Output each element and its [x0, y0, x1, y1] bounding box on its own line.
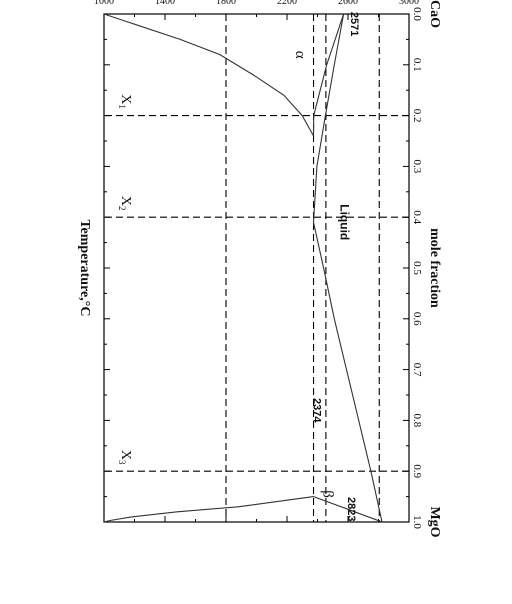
point-label: 2571	[348, 12, 360, 36]
region-label: β	[320, 490, 336, 498]
x-axis-label: mole fraction	[427, 228, 442, 308]
axis-ticks	[103, 13, 410, 523]
phase-curve-solidus-cao	[312, 13, 345, 136]
phase-curve-liquidus-mgo	[312, 222, 383, 523]
x-tick-label: 0.6	[411, 312, 423, 326]
region-label: Liquid	[337, 204, 351, 240]
phase-curve-solvus-beta	[103, 496, 314, 523]
plot-frame	[103, 13, 410, 523]
y-axis-label: Temperature,°C	[77, 220, 92, 317]
y-tick-label: 1800	[216, 0, 236, 7]
y-tick-label: 3000	[399, 0, 419, 7]
tick-labels: 0.0 0.1 0.2 0.3 0.4 0.5 0.6 0.7 0.8 0.9 1.0 1000 140…	[94, 0, 423, 529]
y-tick-label: 2200	[277, 0, 297, 7]
composition-guide-label: X1	[117, 94, 133, 109]
x-tick-label: 0.0	[411, 7, 423, 21]
x-tick-label: 0.9	[411, 464, 423, 478]
point-label: 2823	[345, 497, 357, 521]
rotated-plot: 0.0 0.1 0.2 0.3 0.4 0.5 0.6 0.7 0.8 0.9 1.0 1000 140…	[77, 0, 442, 538]
x-tick-label: 0.5	[411, 261, 423, 275]
region-label: α	[292, 51, 308, 59]
phase-curves	[103, 13, 383, 523]
x-tick-label: 0.1	[411, 58, 423, 72]
y-tick-label: 1000	[94, 0, 114, 7]
x-tick-label: 1.0	[411, 515, 423, 529]
y-tick-label: 1400	[155, 0, 175, 7]
x-axis-left-label: CaO	[427, 0, 442, 28]
guide-lines: T1T2TeT3X1X2X3	[104, 14, 409, 522]
x-axis-right-label: MgO	[427, 506, 442, 537]
x-tick-label: 0.7	[411, 363, 423, 377]
diagram-labels: 2823 2374 2571 Liquid α β	[292, 12, 360, 522]
x-tick-label: 0.3	[411, 160, 423, 174]
phase-curve-liquidus-cao	[312, 13, 345, 223]
x-tick-label: 0.4	[411, 210, 423, 224]
x-tick-label: 0.8	[411, 414, 423, 428]
composition-guide-label: X3	[117, 450, 133, 465]
composition-guide-label: X2	[117, 196, 133, 211]
point-label: 2374	[311, 398, 323, 423]
phase-curve-solvus-alpha	[103, 13, 314, 137]
x-tick-label: 0.2	[411, 109, 423, 123]
y-tick-label: 2600	[338, 0, 358, 7]
phase-curve-solidus-mgo	[313, 496, 383, 523]
